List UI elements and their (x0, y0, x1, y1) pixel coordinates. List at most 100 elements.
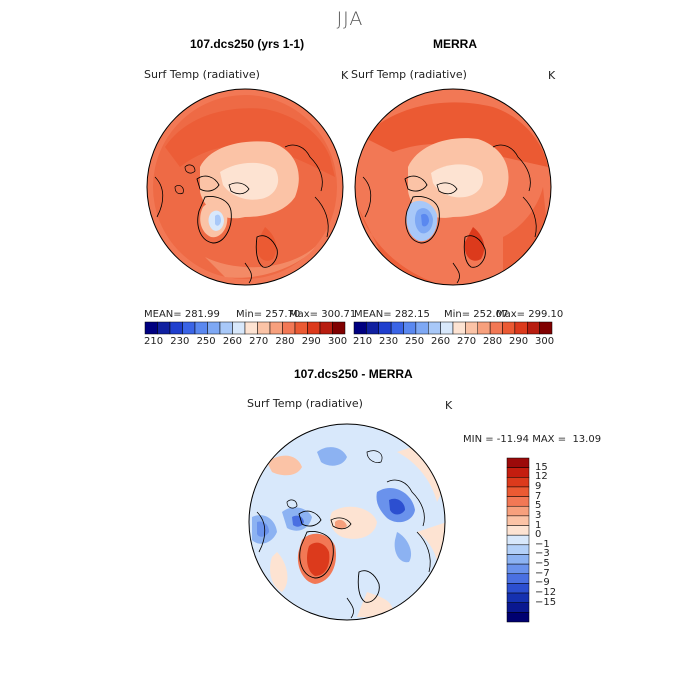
colorbar-tick-label: 280 (275, 336, 295, 347)
colorbar-tick-label: 270 (457, 336, 477, 347)
colorbar-tick-label: 210 (353, 336, 373, 347)
colorbar-swatch (465, 321, 478, 335)
colorbar-swatch (489, 321, 503, 335)
colorbar-swatch (440, 321, 454, 335)
panel1-polar-map (146, 88, 344, 286)
colorbar-tick-label: 300 (535, 336, 555, 347)
diff-minmax: MIN = -11.94 MAX = 13.09 (463, 434, 602, 445)
colorbar-swatch (294, 321, 308, 335)
colorbar-swatch (477, 321, 491, 335)
colorbar-swatch (506, 563, 530, 575)
panel1-colorbar-labels: 210 230 250 260 270 280 290 300 (144, 336, 348, 350)
colorbar-tick-label: 5 (535, 500, 542, 512)
colorbar-swatch (353, 321, 367, 335)
panel1-title: 107.dcs250 (yrs 1-1) (190, 37, 305, 51)
panel2-colorbar (353, 321, 553, 335)
colorbar-tick-label: 250 (196, 336, 216, 347)
colorbar-swatch (506, 534, 530, 546)
colorbar-tick-label: 1 (535, 519, 542, 531)
colorbar-swatch (506, 544, 530, 555)
colorbar-tick-label: 250 (405, 336, 425, 347)
colorbar-swatch (506, 515, 530, 526)
colorbar-swatch (207, 321, 221, 335)
colorbar-swatch (194, 321, 208, 335)
colorbar-swatch (506, 592, 530, 603)
diff-colorbar (506, 457, 530, 623)
panel1-min: Min= 257.70 (236, 309, 301, 320)
panel2-min: Min= 252.07 (444, 309, 509, 320)
panel2-max: Max= 299.10 (496, 309, 564, 320)
colorbar-tick-label: 0 (535, 529, 542, 541)
colorbar-tick-label: 3 (535, 509, 542, 521)
colorbar-swatch (403, 321, 417, 335)
colorbar-swatch (506, 486, 530, 497)
colorbar-swatch (506, 554, 530, 565)
panel2-colorbar-labels: 210 230 250 260 270 280 290 300 (353, 336, 555, 350)
colorbar-swatch (282, 321, 296, 335)
colorbar-tick-label: −5 (535, 558, 550, 570)
colorbar-tick-label: 230 (170, 336, 190, 347)
colorbar-swatch (319, 321, 333, 335)
colorbar-tick-label: 260 (431, 336, 451, 347)
colorbar-swatch (390, 321, 404, 335)
diff-title: 107.dcs250 - MERRA (294, 367, 413, 381)
colorbar-swatch (527, 321, 540, 335)
panel1-variable-label: Surf Temp (radiative) (144, 68, 260, 81)
colorbar-swatch (157, 321, 171, 335)
colorbar-swatch (257, 321, 271, 335)
colorbar-swatch (506, 467, 530, 478)
diff-units-label: K (445, 399, 453, 412)
colorbar-tick-label: −9 (535, 577, 550, 589)
colorbar-swatch (366, 321, 379, 335)
colorbar-swatch (506, 525, 530, 536)
colorbar-swatch (378, 321, 392, 335)
colorbar-tick-label: 300 (328, 336, 348, 347)
diff-variable-label: Surf Temp (radiative) (247, 397, 363, 410)
colorbar-swatch (506, 457, 530, 468)
colorbar-swatch (506, 505, 530, 517)
colorbar-tick-label: 15 (535, 461, 548, 473)
panel2-variable-label: Surf Temp (radiative) (351, 68, 467, 81)
panel1-max: Max= 300.71 (289, 309, 357, 320)
colorbar-swatch (506, 573, 530, 584)
panel1-colorbar (144, 321, 346, 335)
colorbar-tick-label: 270 (249, 336, 269, 347)
colorbar-tick-label: 290 (509, 336, 529, 347)
colorbar-tick-label: 280 (483, 336, 503, 347)
colorbar-swatch (539, 321, 553, 335)
colorbar-swatch (244, 321, 258, 335)
colorbar-swatch (415, 321, 429, 335)
colorbar-tick-label: 290 (301, 336, 321, 347)
panel2-title: MERRA (433, 37, 477, 51)
colorbar-tick-label: 260 (222, 336, 242, 347)
colorbar-swatch (219, 321, 233, 335)
diff-colorbar-labels: 15 12 9 7 5 3 1 0 −1 −3 −5 −7 −9 −12 −15 (535, 458, 575, 622)
colorbar-tick-label: 210 (144, 336, 164, 347)
colorbar-tick-label: −15 (535, 596, 557, 608)
colorbar-swatch (169, 321, 183, 335)
colorbar-tick-label: −3 (535, 548, 550, 560)
season-title: JJA (336, 8, 364, 30)
panel1-mean: MEAN= 281.99 (144, 309, 220, 320)
colorbar-tick-label: 12 (535, 471, 548, 483)
colorbar-tick-label: −12 (535, 587, 557, 599)
colorbar-swatch (506, 583, 530, 594)
colorbar-swatch (144, 321, 158, 335)
panel2-mean: MEAN= 282.15 (354, 309, 430, 320)
colorbar-tick-label: 9 (535, 480, 542, 492)
colorbar-swatch (428, 321, 441, 335)
diff-polar-map (248, 423, 446, 621)
colorbar-swatch (332, 321, 346, 335)
colorbar-swatch (307, 321, 321, 335)
panel2-polar-map (354, 88, 552, 286)
colorbar-swatch (502, 321, 516, 335)
colorbar-tick-label: −7 (535, 567, 550, 579)
colorbar-swatch (269, 321, 283, 335)
colorbar-tick-label: −1 (535, 538, 550, 550)
colorbar-tick-label: 7 (535, 490, 542, 502)
colorbar-swatch (506, 496, 530, 507)
panel1-units-label: K (341, 69, 349, 82)
colorbar-swatch (506, 612, 530, 623)
colorbar-swatch (452, 321, 466, 335)
colorbar-swatch (232, 321, 246, 335)
